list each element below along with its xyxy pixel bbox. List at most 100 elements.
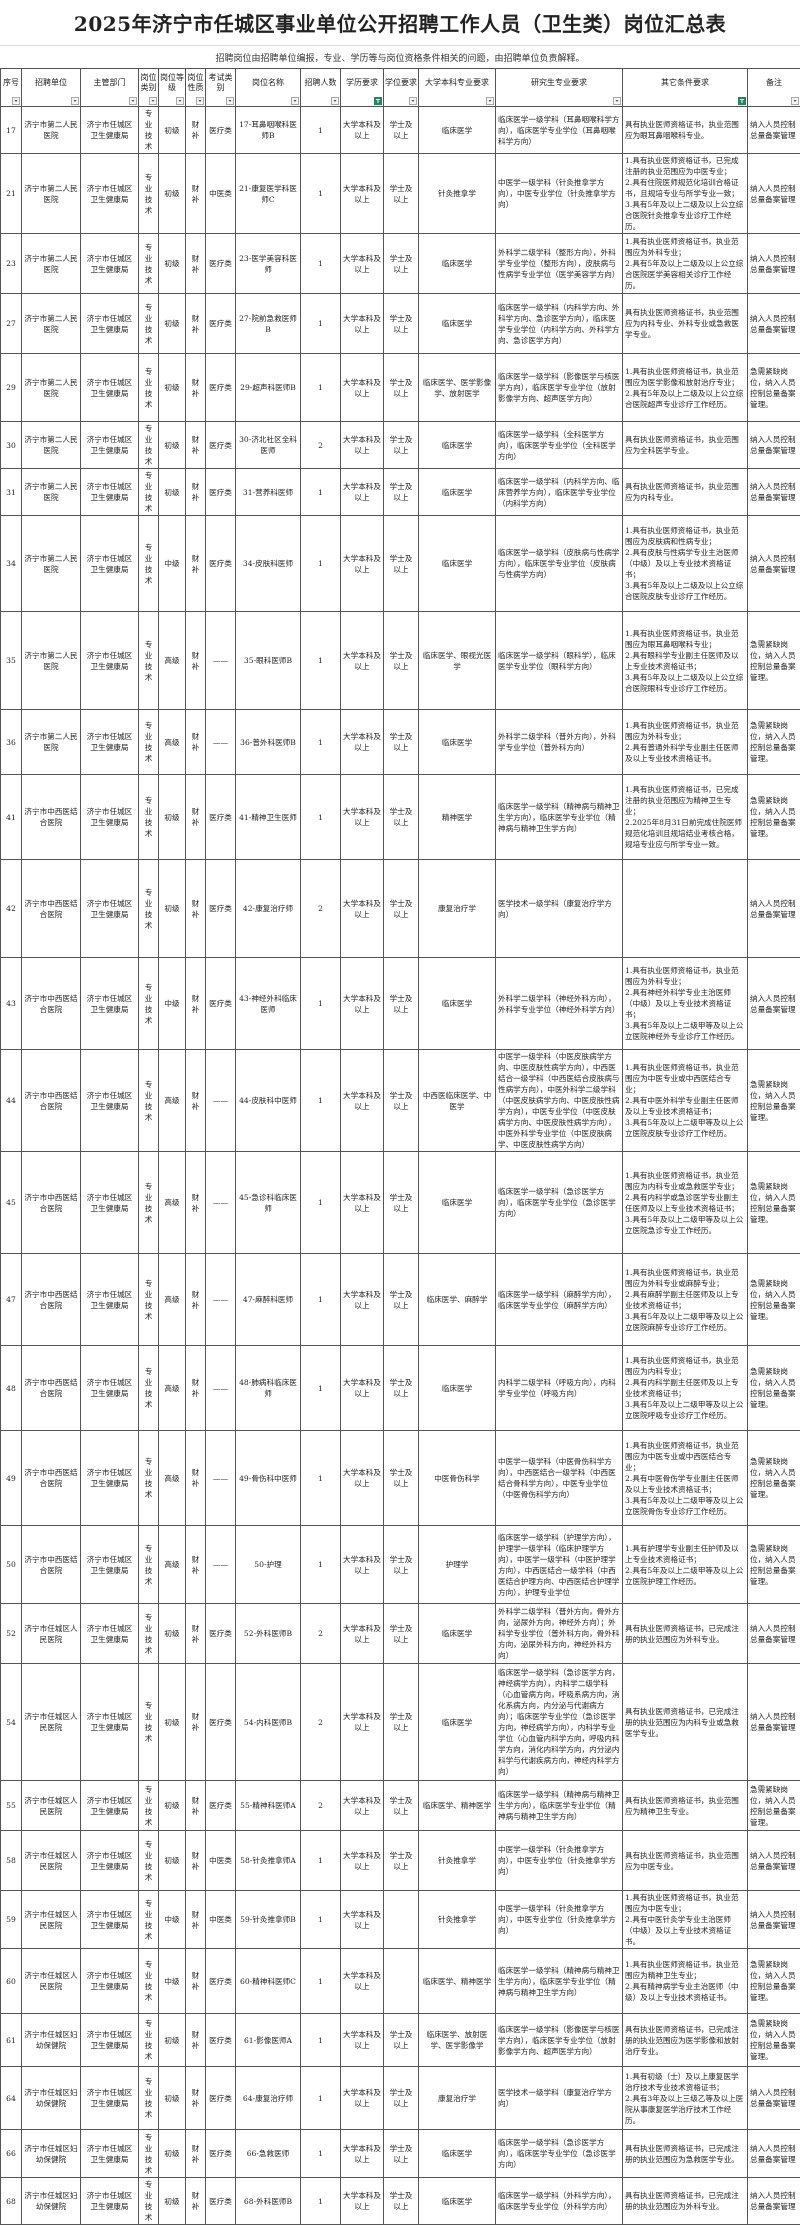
cell-undergrad-major: 中西医临床医学、中医学 (419, 1050, 496, 1152)
filter-dropdown-icon[interactable] (331, 97, 339, 105)
cell-exam-type: 医疗类 (206, 1604, 236, 1664)
cell-other-requirements: 1.具有执业医师资格证书，执业范围应为精神卫生专业； 2.具有精神病学专业主治医… (623, 1949, 748, 2014)
cell-dept: 济宁市任城区卫生健康局 (81, 516, 139, 612)
cell-undergrad-major: 临床医学、眼视光医学 (419, 612, 496, 710)
cell-remarks: 纳入人员控制总量备案管理 (748, 2067, 800, 2130)
header-grad-major: 研究生专业要求 (496, 69, 623, 107)
cell-post-nature: 财补 (186, 154, 206, 234)
cell-education: 大学本科及以上 (341, 422, 384, 469)
cell-grad-major: 临床医学一级学科（麻醉学方向），临床医学专业学位（麻醉学方向） (496, 1254, 623, 1346)
filter-dropdown-icon[interactable] (738, 97, 746, 105)
cell-post-name: 52-外科医师B (236, 1604, 301, 1664)
filter-dropdown-icon[interactable] (12, 97, 20, 105)
cell-seq: 29 (1, 354, 22, 422)
cell-headcount: 2 (301, 1781, 341, 1831)
cell-post-nature: 财补 (186, 1152, 206, 1254)
cell-education: 大学本科及以上 (341, 154, 384, 234)
cell-remarks: 急需紧缺岗位，纳入人员控制总量备案管理。 (748, 2014, 800, 2067)
cell-other-requirements: 1.具有执业医师资格证书，已完成注册的执业范围应为精神卫生专业； 2.2025年… (623, 775, 748, 860)
filter-dropdown-icon[interactable] (176, 97, 184, 105)
filter-dropdown-icon[interactable] (374, 97, 382, 105)
cell-post-nature: 财补 (186, 107, 206, 154)
cell-post-level: 初级 (159, 2067, 186, 2130)
cell-exam-type: 医疗类 (206, 775, 236, 860)
cell-remarks: 急需紧缺岗位，纳入人员控制总量备案管理。 (748, 1346, 800, 1431)
cell-post-nature: 财补 (186, 469, 206, 516)
cell-degree: 学士及以上 (384, 2130, 419, 2178)
cell-grad-major: 外科学二级学科（神经外科方向），外科学专业学位（神经外科学方向） (496, 958, 623, 1050)
filter-dropdown-icon[interactable] (791, 97, 799, 105)
cell-unit: 济宁市第二人民医院 (22, 154, 81, 234)
filter-dropdown-icon[interactable] (129, 97, 137, 105)
cell-other-requirements: 1.具有初级（士）及以上康复医学治疗技术专业技术资格证书； 2.具有3年及以上三… (623, 2067, 748, 2130)
cell-post-name: 35-眼科医师B (236, 612, 301, 710)
cell-degree: 学士及以上 (384, 294, 419, 354)
cell-seq: 64 (1, 2067, 22, 2130)
cell-post-nature: 财补 (186, 2014, 206, 2067)
header-degree: 学位要求 (384, 69, 419, 107)
cell-grad-major: 临床医学一级学科（内科学方向、外科学方向、急诊医学方向），临床医学专业学位（内科… (496, 294, 623, 354)
cell-other-requirements (623, 860, 748, 958)
cell-headcount: 1 (301, 234, 341, 294)
cell-grad-major: 临床医学一级学科（皮肤病与性病学方向），临床医学专业学位（皮肤病与性病学方向） (496, 516, 623, 612)
cell-remarks: 纳入人员控制总量备案管理 (748, 1831, 800, 1891)
cell-education: 大学本科及以上 (341, 354, 384, 422)
cell-exam-type: 中医类 (206, 154, 236, 234)
filter-dropdown-icon[interactable] (613, 97, 621, 105)
cell-dept: 济宁市任城区卫生健康局 (81, 612, 139, 710)
cell-education: 大学本科及以上 (341, 1949, 384, 2014)
cell-post-nature: 财补 (186, 2130, 206, 2178)
cell-post-nature: 财补 (186, 354, 206, 422)
cell-degree: 学士及以上 (384, 1604, 419, 1664)
cell-education: 大学本科及以上 (341, 1781, 384, 1831)
cell-post-name: 43-神经外科临床医师 (236, 958, 301, 1050)
cell-post-nature: 财补 (186, 1781, 206, 1831)
filter-dropdown-icon[interactable] (149, 97, 157, 105)
cell-other-requirements: 具有执业医师资格证书，执业范围应为精神卫生专业。 (623, 1781, 748, 1831)
cell-education: 大学本科及以上 (341, 1254, 384, 1346)
cell-post-level: 初级 (159, 1604, 186, 1664)
cell-headcount: 1 (301, 2178, 341, 2225)
filter-dropdown-icon[interactable] (409, 97, 417, 105)
filter-dropdown-icon[interactable] (291, 97, 299, 105)
cell-post-name: 68-外科医师B (236, 2178, 301, 2225)
cell-post-name: 48-肺病科临床医师 (236, 1346, 301, 1431)
filter-dropdown-icon[interactable] (196, 97, 204, 105)
header-label: 主管部门 (82, 78, 137, 88)
cell-post-type: 专业技术 (139, 1526, 159, 1604)
cell-post-nature: 财补 (186, 1526, 206, 1604)
cell-post-type: 专业技术 (139, 294, 159, 354)
cell-degree: 学士及以上 (384, 1526, 419, 1604)
cell-post-type: 专业技术 (139, 2178, 159, 2225)
header-seq: 序号 (1, 69, 22, 107)
cell-headcount: 1 (301, 2067, 341, 2130)
cell-remarks: 纳入人员控制总量备案管理 (748, 860, 800, 958)
cell-seq: 66 (1, 2130, 22, 2178)
cell-grad-major: 临床医学一级学科（眼科学），临床医学专业学位（眼科学方向） (496, 612, 623, 710)
header-label: 岗位性质 (187, 73, 204, 94)
cell-education: 大学本科及以上 (341, 2130, 384, 2178)
filter-dropdown-icon[interactable] (71, 97, 79, 105)
cell-seq: 48 (1, 1346, 22, 1431)
cell-degree: 学士及以上 (384, 710, 419, 775)
cell-undergrad-major: 临床医学 (419, 1152, 496, 1254)
cell-post-level: 高级 (159, 1431, 186, 1526)
cell-degree: 学士及以上 (384, 775, 419, 860)
cell-unit: 济宁市中西医结合医院 (22, 775, 81, 860)
cell-grad-major: 临床医学一级学科（急诊医学方向），临床医学专业学位（急诊医学方向） (496, 2130, 623, 2178)
header-label: 研究生专业要求 (497, 78, 621, 88)
cell-headcount: 2 (301, 422, 341, 469)
header-post-nature: 岗位性质 (186, 69, 206, 107)
cell-exam-type: 医疗类 (206, 294, 236, 354)
filter-dropdown-icon[interactable] (226, 97, 234, 105)
cell-unit: 济宁市任城区妇幼保健院 (22, 2067, 81, 2130)
filter-dropdown-icon[interactable] (486, 97, 494, 105)
cell-post-nature: 财补 (186, 234, 206, 294)
